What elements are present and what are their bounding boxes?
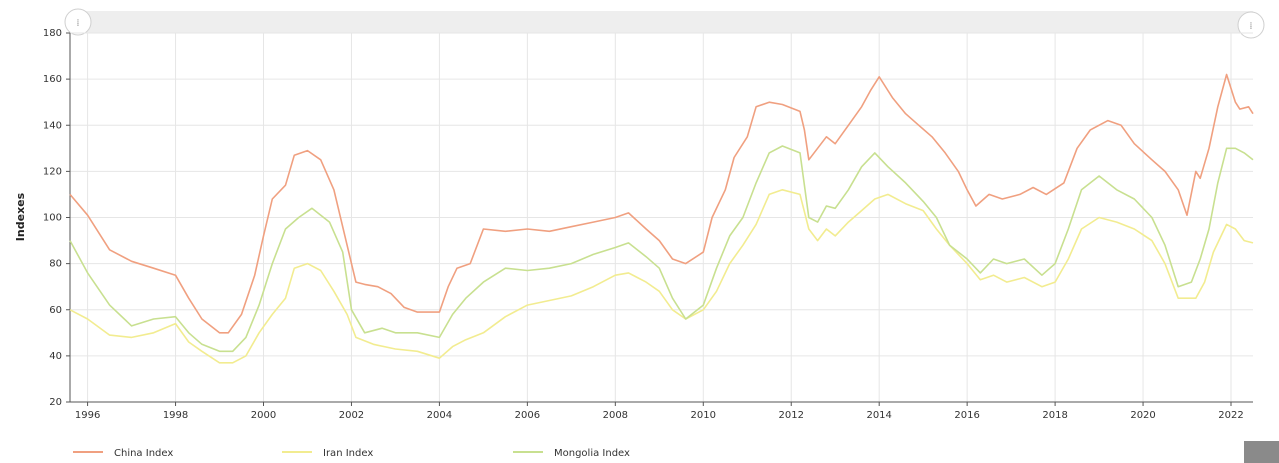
x-tick-label: 2010 [691, 410, 716, 421]
x-tick-label: 2016 [954, 410, 979, 421]
x-tick-label: 2020 [1130, 410, 1155, 421]
x-tick-label: 2004 [427, 410, 452, 421]
y-tick-label: 160 [43, 74, 62, 85]
scrollbar-left-handle[interactable] [64, 8, 92, 36]
x-tick-label: 2008 [603, 410, 628, 421]
y-tick-label: 80 [49, 259, 62, 270]
x-tick-label: 2000 [251, 410, 276, 421]
y-tick-label: 120 [43, 166, 62, 177]
series-line-mongolia-index [69, 145, 1254, 353]
x-tick-label: 2014 [866, 410, 891, 421]
y-axis: 20 40 60 80 100 120 140 160 180 [43, 28, 70, 408]
x-tick-label: 1996 [75, 410, 100, 421]
corner-button[interactable] [1244, 441, 1279, 463]
x-tick-label: 2002 [339, 410, 364, 421]
scrollbar-right-handle[interactable] [1237, 11, 1265, 39]
y-tick-label: 180 [43, 28, 62, 39]
x-axis: 1996 1998 2000 2002 2004 2006 2008 2010 2012 2014… [75, 402, 1244, 421]
series-lines [69, 73, 1254, 364]
x-tick-label: 2012 [779, 410, 804, 421]
series-line-iran-index [69, 189, 1254, 364]
x-tick-label: 1998 [163, 410, 188, 421]
series-line-china-index [69, 73, 1254, 334]
x-tick-label: 2018 [1042, 410, 1067, 421]
y-axis-label: Indexes [14, 192, 27, 241]
scrollbar-track[interactable] [75, 11, 1253, 33]
y-tick-label: 140 [43, 120, 62, 131]
grid-lines [70, 32, 1253, 403]
y-tick-label: 60 [49, 305, 62, 316]
x-tick-label: 2006 [515, 410, 540, 421]
legend: China Index Iran Index Mongolia Index [73, 448, 630, 459]
y-tick-label: 20 [49, 397, 62, 408]
y-tick-label: 100 [43, 213, 62, 224]
x-tick-label: 2022 [1218, 410, 1243, 421]
y-tick-label: 40 [49, 351, 62, 362]
chart-scrollbar[interactable]: ⁞ ⁞ [64, 8, 1265, 39]
legend-label-iran-index: Iran Index [323, 448, 373, 459]
legend-label-mongolia-index: Mongolia Index [554, 448, 630, 459]
left-handle-grip-icon: ⁞ [76, 18, 79, 29]
right-handle-grip-icon: ⁞ [1249, 21, 1252, 32]
legend-label-china-index: China Index [114, 448, 173, 459]
